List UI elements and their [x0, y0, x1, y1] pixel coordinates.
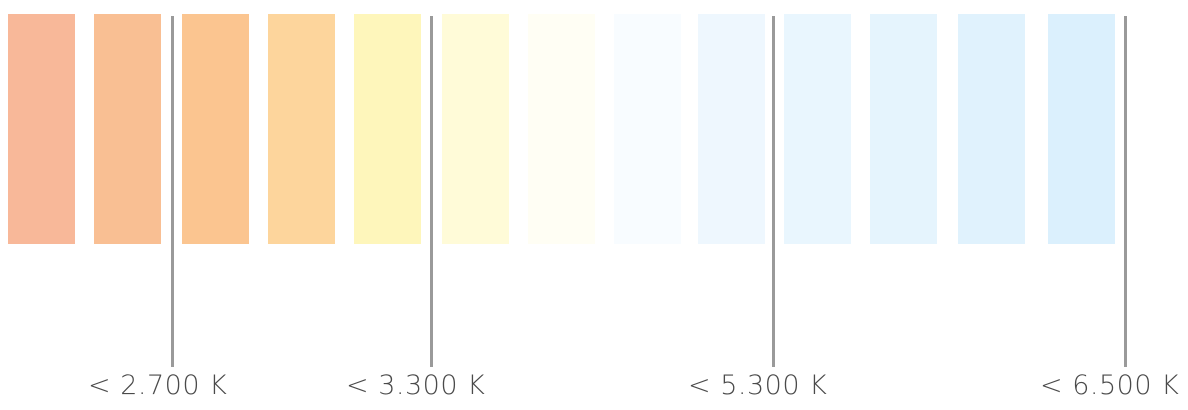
color-swatch	[268, 14, 335, 244]
marker-line	[772, 16, 775, 367]
color-swatch	[614, 14, 681, 244]
color-swatch	[528, 14, 595, 244]
color-swatch	[8, 14, 75, 244]
marker-line	[1124, 16, 1127, 367]
color-swatch	[870, 14, 937, 244]
marker-line	[171, 16, 174, 367]
color-swatch	[442, 14, 509, 244]
marker-label: < 5.300 K	[688, 370, 828, 401]
color-swatch	[784, 14, 851, 244]
color-swatch	[182, 14, 249, 244]
color-swatch	[94, 14, 161, 244]
color-swatch	[958, 14, 1025, 244]
color-swatch	[354, 14, 421, 244]
marker-label: < 6.500 K	[1040, 370, 1180, 401]
marker-line	[430, 16, 433, 367]
marker-label: < 3.300 K	[346, 370, 486, 401]
color-swatch	[1048, 14, 1115, 244]
marker-label: < 2.700 K	[88, 370, 228, 401]
color-swatch	[698, 14, 765, 244]
